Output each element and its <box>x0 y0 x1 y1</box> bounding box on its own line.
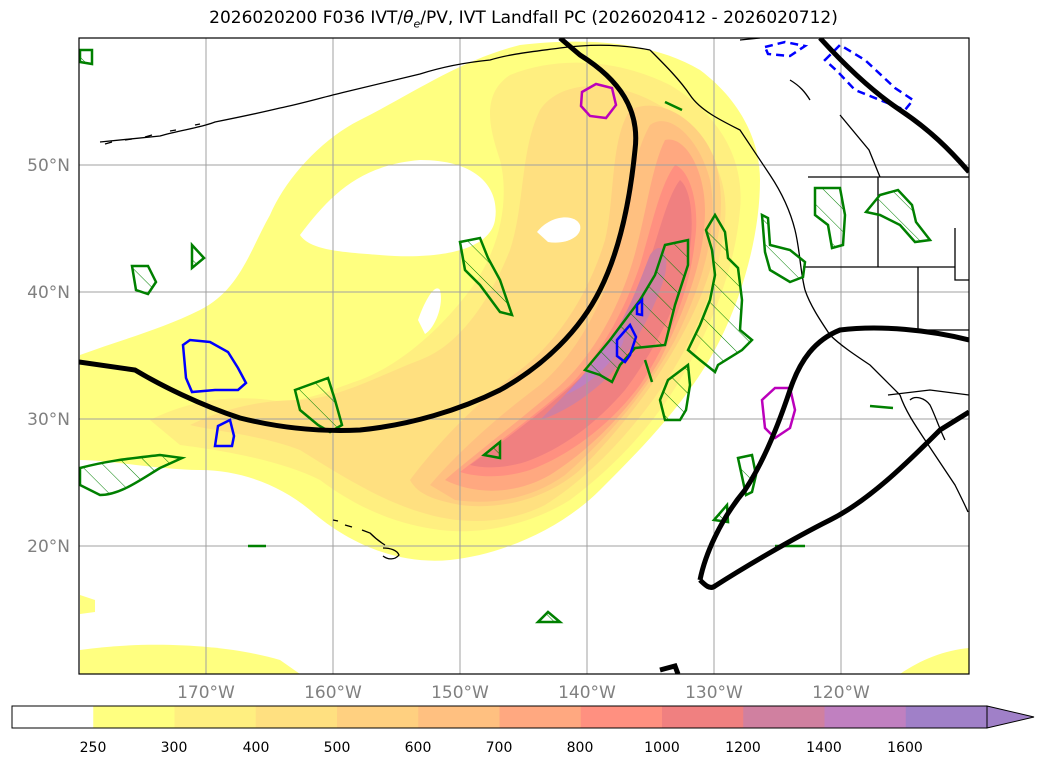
pv-region-3 <box>190 241 206 271</box>
pv-region-13 <box>863 188 933 244</box>
pv-neg-dashed-2 <box>823 43 915 112</box>
ivt-low-pocket-3 <box>418 288 441 334</box>
colorbar-frame <box>11 705 988 729</box>
colorbar-label: 500 <box>324 740 351 756</box>
colorbar-swatch <box>12 706 94 728</box>
landfall-region-1 <box>579 82 618 120</box>
pv-region-9 <box>686 212 754 375</box>
theta-e-contour-4 <box>698 409 969 590</box>
colorbar-label: 1200 <box>725 740 761 756</box>
lon-tick-label: 170°W <box>177 683 235 703</box>
pv-region-16 <box>534 610 564 624</box>
aleutian-islands <box>104 123 201 145</box>
colorbar-label: 700 <box>486 740 513 756</box>
coastlines <box>99 38 969 560</box>
colorbar-label: 250 <box>80 740 107 756</box>
axis-tick-labels: 170°W 160°W 150°W 140°W 130°W 120°W 50°N… <box>27 156 870 703</box>
colorbar-swatch <box>337 706 419 728</box>
pv-region-6 <box>458 236 514 317</box>
title-theta: θ <box>403 8 414 28</box>
colorbar-label: 600 <box>405 740 432 756</box>
chart-title: 2026020200 F036 IVT/θe/PV, IVT Landfall … <box>0 8 1047 30</box>
theta-e-contour-1 <box>79 38 639 433</box>
lon-tick-label: 130°W <box>685 683 743 703</box>
ivt-low-pocket-1 <box>300 160 496 257</box>
theta-e-contour-5 <box>659 663 681 674</box>
ivt-250-contour-se <box>900 648 969 674</box>
ivt-600-contour <box>430 121 713 502</box>
lon-tick-label: 150°W <box>431 683 489 703</box>
ivt-250-contour-south <box>80 644 300 674</box>
colorbar-swatch <box>580 706 663 728</box>
colorbar-swatch <box>743 706 825 728</box>
colorbar-swatch <box>418 706 500 728</box>
lon-tick-label: 120°W <box>812 683 870 703</box>
colorbar-swatch <box>905 706 988 728</box>
colorbar-extend-arrow <box>986 705 1035 729</box>
title-suffix: /PV, IVT Landfall PC (2026020412 - 20260… <box>420 8 838 28</box>
pv-region-4 <box>79 453 187 497</box>
colorbar-label: 400 <box>243 740 270 756</box>
ivt-1200-contour <box>540 247 667 420</box>
canada-coast <box>649 49 806 291</box>
colorbar-label: 1400 <box>806 740 842 756</box>
alaska-coast <box>99 44 651 143</box>
us-mexico-border <box>887 389 969 396</box>
colorbar-label: 800 <box>567 740 594 756</box>
landfall-region-2 <box>760 386 797 440</box>
theta-e-contour-3 <box>697 325 969 581</box>
colorbar-label: 300 <box>161 740 188 756</box>
ivt-250-contour-sw <box>80 595 95 614</box>
colorbar-label: 1600 <box>887 740 923 756</box>
pv-neg-dashed-1 <box>763 40 809 58</box>
colorbar-label: 1000 <box>644 740 680 756</box>
map-area <box>79 38 969 674</box>
pv-region-7 <box>481 439 502 460</box>
pv-neg-region-4 <box>635 296 644 317</box>
pv-region-12 <box>813 186 847 250</box>
pv-region-10 <box>658 362 692 422</box>
colorbar-swatch <box>499 706 582 728</box>
ivt-low-pocket-2 <box>537 217 581 243</box>
pv-region-11 <box>760 212 807 284</box>
title-prefix: 2026020200 F036 IVT/ <box>209 8 404 28</box>
hawaii-islands <box>332 519 400 560</box>
colorbar-swatch <box>255 706 338 728</box>
lon-tick-label: 140°W <box>558 683 616 703</box>
colorbar-swatch <box>174 706 257 728</box>
pv-region-2 <box>130 264 158 296</box>
lat-tick-label: 40°N <box>27 283 70 303</box>
map-frame <box>78 37 970 675</box>
colorbar: 250 300 400 500 600 700 800 1000 1200 14… <box>11 705 1035 756</box>
theta-e-contour-2 <box>818 38 969 174</box>
theta-e-contours <box>79 38 969 674</box>
lat-tick-label: 20°N <box>27 537 70 557</box>
baja-california <box>899 394 969 513</box>
lat-tick-label: 50°N <box>27 156 70 176</box>
pv-neg-region-2 <box>213 418 236 448</box>
us-west-coast <box>804 289 901 396</box>
colorbar-swatches <box>12 706 988 728</box>
landfall-contours <box>579 82 797 440</box>
title-theta-sub: e <box>413 17 421 31</box>
pv-neg-region-3 <box>615 322 638 364</box>
pv-region-17 <box>248 100 894 548</box>
colorbar-swatch <box>662 706 744 728</box>
pv-region-1 <box>79 48 94 66</box>
lon-tick-label: 160°W <box>304 683 362 703</box>
lat-tick-label: 30°N <box>27 410 70 430</box>
colorbar-swatch <box>824 706 907 728</box>
pv-neg-region-1 <box>181 338 248 394</box>
colorbar-swatch <box>93 706 175 728</box>
graticule <box>79 38 969 674</box>
colorbar-labels: 250 300 400 500 600 700 800 1000 1200 14… <box>80 740 923 756</box>
pv-negative-contours <box>181 40 915 448</box>
